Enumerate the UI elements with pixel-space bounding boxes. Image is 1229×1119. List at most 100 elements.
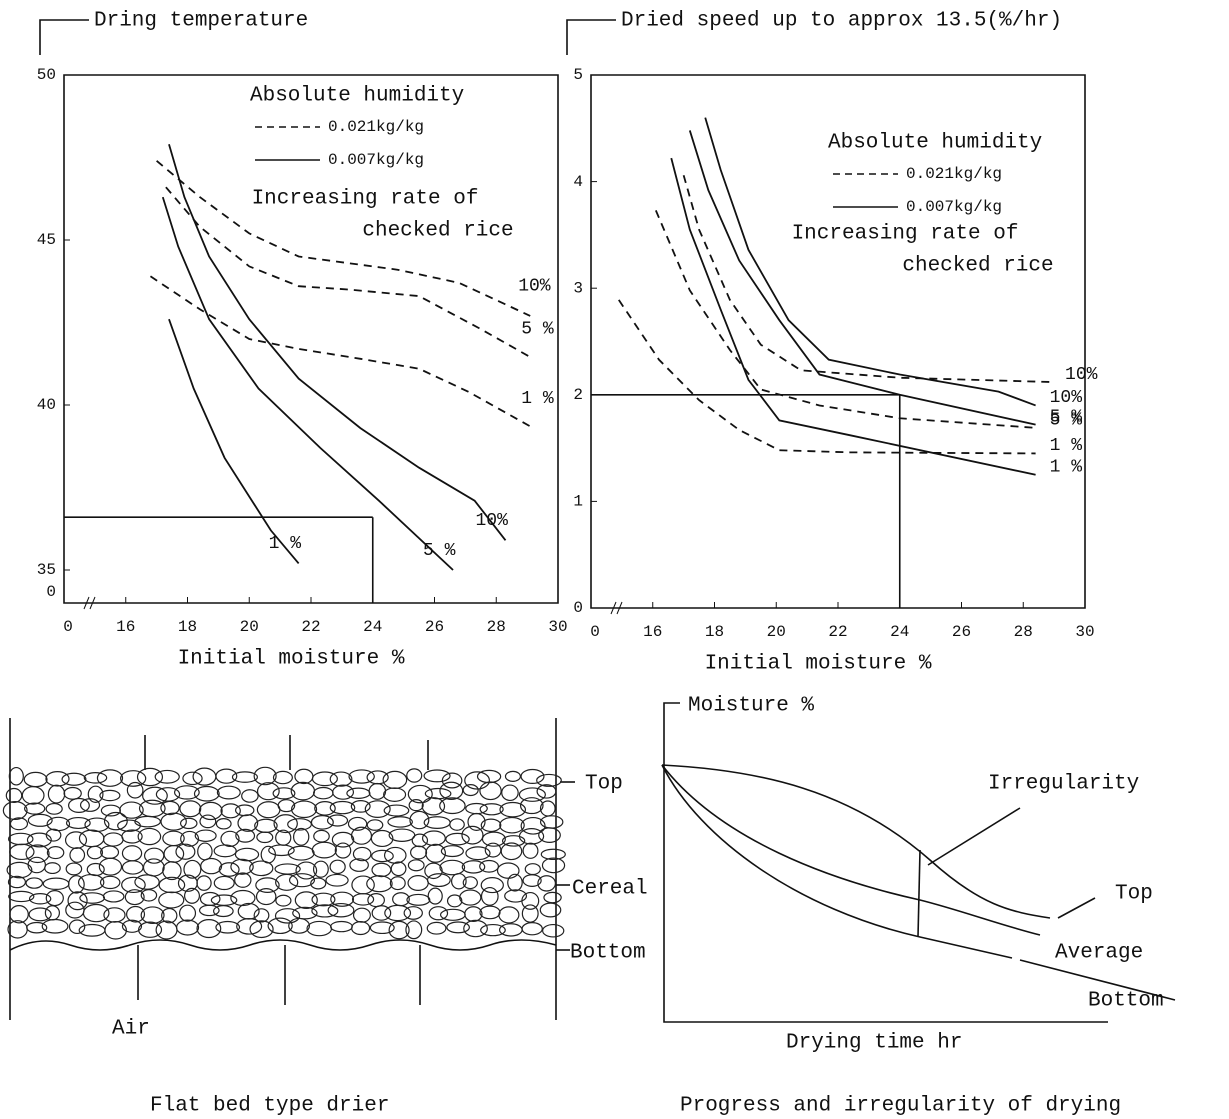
pebble [275, 873, 299, 891]
pebble [439, 797, 466, 815]
pebble [237, 814, 259, 832]
pebble [277, 799, 296, 813]
pebble [424, 787, 452, 800]
drier-label: Bottom [570, 942, 646, 965]
pebble [521, 904, 539, 923]
pebble [275, 894, 292, 907]
pebble [160, 812, 187, 831]
pebble [524, 863, 541, 876]
pebble [134, 874, 160, 890]
pebble [424, 862, 443, 880]
pebble [41, 918, 69, 934]
x-break-label: 0 [63, 618, 73, 636]
pebble [99, 789, 121, 802]
pebble [197, 842, 213, 861]
pebble [215, 920, 241, 934]
pebble [215, 768, 238, 784]
pebble [9, 843, 35, 861]
pebble [461, 860, 486, 874]
pebble [8, 890, 35, 903]
curve-label: 5 % [423, 541, 456, 561]
pebble [120, 770, 147, 787]
pebble [175, 843, 196, 860]
pebble [543, 891, 562, 904]
pebble [63, 786, 82, 800]
pebble [82, 903, 110, 923]
pebble [79, 798, 101, 812]
pebble [210, 894, 238, 906]
pebble [406, 768, 423, 783]
pebble [439, 859, 466, 876]
pebble [423, 769, 451, 783]
pebble [500, 842, 523, 861]
pebble [464, 906, 483, 922]
pebble [68, 875, 85, 894]
pebble [389, 876, 406, 891]
pebble [326, 814, 349, 827]
pebble [83, 771, 108, 784]
pebble [87, 785, 104, 803]
curve-label: 1 % [1050, 436, 1083, 456]
pebble [273, 814, 298, 834]
pebble [540, 848, 566, 861]
pebble [78, 829, 105, 848]
pebble [27, 856, 46, 874]
pebble [234, 847, 260, 862]
pebble [100, 804, 121, 817]
pebble [542, 923, 565, 938]
pebble [28, 907, 52, 922]
pebble [236, 917, 263, 935]
pebble [426, 921, 447, 935]
pebble [313, 786, 334, 800]
pebble [287, 845, 315, 861]
pebble [254, 818, 278, 833]
drier-label: Air [112, 1018, 150, 1041]
pebble [68, 797, 90, 813]
pebble [463, 919, 488, 938]
pebble [249, 860, 274, 877]
pebble [8, 766, 24, 786]
pebble [325, 873, 349, 887]
pebble [288, 917, 311, 934]
pebble [25, 844, 50, 864]
pebble [538, 827, 561, 844]
pebble [310, 814, 334, 830]
pebble [479, 859, 499, 873]
pebble [194, 829, 217, 842]
curve-label: 5 % [1050, 411, 1083, 431]
pebble [330, 920, 353, 933]
pebble [348, 769, 375, 784]
pebble [352, 907, 371, 923]
pebble [67, 891, 88, 911]
pebble [518, 787, 546, 802]
pebble [446, 894, 463, 908]
curve-label: Average [1055, 942, 1143, 965]
pebble [234, 804, 255, 817]
pebble [253, 908, 270, 923]
pebble [295, 861, 318, 880]
pebble [160, 800, 180, 816]
curve [161, 196, 454, 571]
pebble [136, 767, 164, 787]
pebble [196, 875, 212, 891]
pebble [25, 877, 44, 889]
pebble [507, 873, 523, 892]
pebble [213, 875, 235, 891]
pebble [480, 886, 499, 906]
pebble [45, 828, 62, 842]
pebble [102, 890, 125, 903]
pebble [126, 905, 146, 923]
x-tick-label: 26 [425, 618, 444, 636]
pebble [388, 828, 416, 842]
pebble [536, 773, 562, 787]
curve-label: 10% [1065, 365, 1098, 385]
pebble [520, 816, 546, 835]
drier-frame [9, 718, 575, 1020]
pebble [61, 772, 87, 786]
pebble [199, 814, 217, 829]
pebble [256, 782, 280, 801]
pebble [407, 784, 433, 804]
pebble [408, 799, 424, 812]
pebble [6, 861, 33, 879]
pebble [306, 920, 333, 937]
